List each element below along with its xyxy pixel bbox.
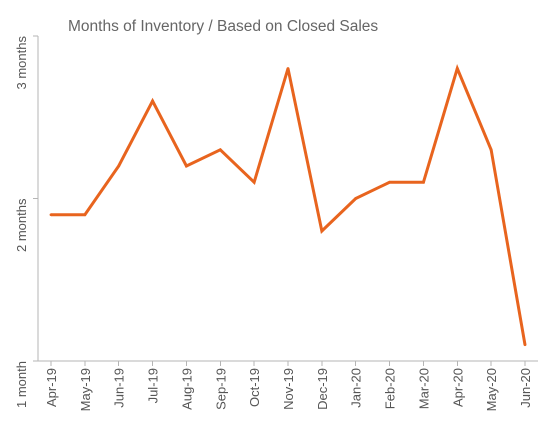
data-point <box>455 67 459 70</box>
y-tick-label: 2 months <box>14 198 29 252</box>
data-point <box>117 164 121 168</box>
data-point <box>218 148 222 152</box>
data-point <box>49 213 53 217</box>
x-tick-label: Mar-20 <box>416 368 431 409</box>
x-tick-label: Feb-20 <box>383 368 398 409</box>
x-tick-label: Jan-20 <box>349 368 364 408</box>
x-tick-label: Apr-19 <box>44 368 59 407</box>
x-tick-label: May-19 <box>78 368 93 411</box>
tick-labels: 1 month 2 months 3 months Apr-19 May-19 Jun-1… <box>14 36 533 412</box>
chart-axes <box>33 35 538 366</box>
x-tick-label: Apr-20 <box>450 368 465 407</box>
data-point <box>523 343 527 347</box>
data-point <box>320 229 324 233</box>
data-point <box>252 180 256 184</box>
x-tick-label: Jun-20 <box>518 368 533 408</box>
x-tick-label: Aug-19 <box>179 368 194 410</box>
x-tick-label: Sep-19 <box>213 368 228 410</box>
data-point <box>151 99 154 103</box>
data-point <box>354 197 358 200</box>
chart-title: Months of Inventory / Based on Closed Sa… <box>68 18 378 35</box>
y-tick-label: 1 month <box>14 361 29 408</box>
x-tick-label: Jun-19 <box>112 368 127 408</box>
y-tick-label: 3 months <box>14 36 29 90</box>
x-tick-label: May-20 <box>484 368 499 411</box>
x-tick-label: Dec-19 <box>315 368 330 410</box>
x-tick-label: Nov-19 <box>281 368 296 410</box>
data-point <box>83 213 87 217</box>
data-point <box>422 180 425 184</box>
x-tick-label: Jul-19 <box>146 368 161 403</box>
data-point <box>185 164 188 168</box>
data-point <box>286 67 290 70</box>
series-line <box>51 64 527 346</box>
data-point <box>489 148 493 152</box>
data-point <box>388 180 391 184</box>
series-layer <box>49 64 527 347</box>
x-tick-label: Oct-19 <box>247 368 262 407</box>
